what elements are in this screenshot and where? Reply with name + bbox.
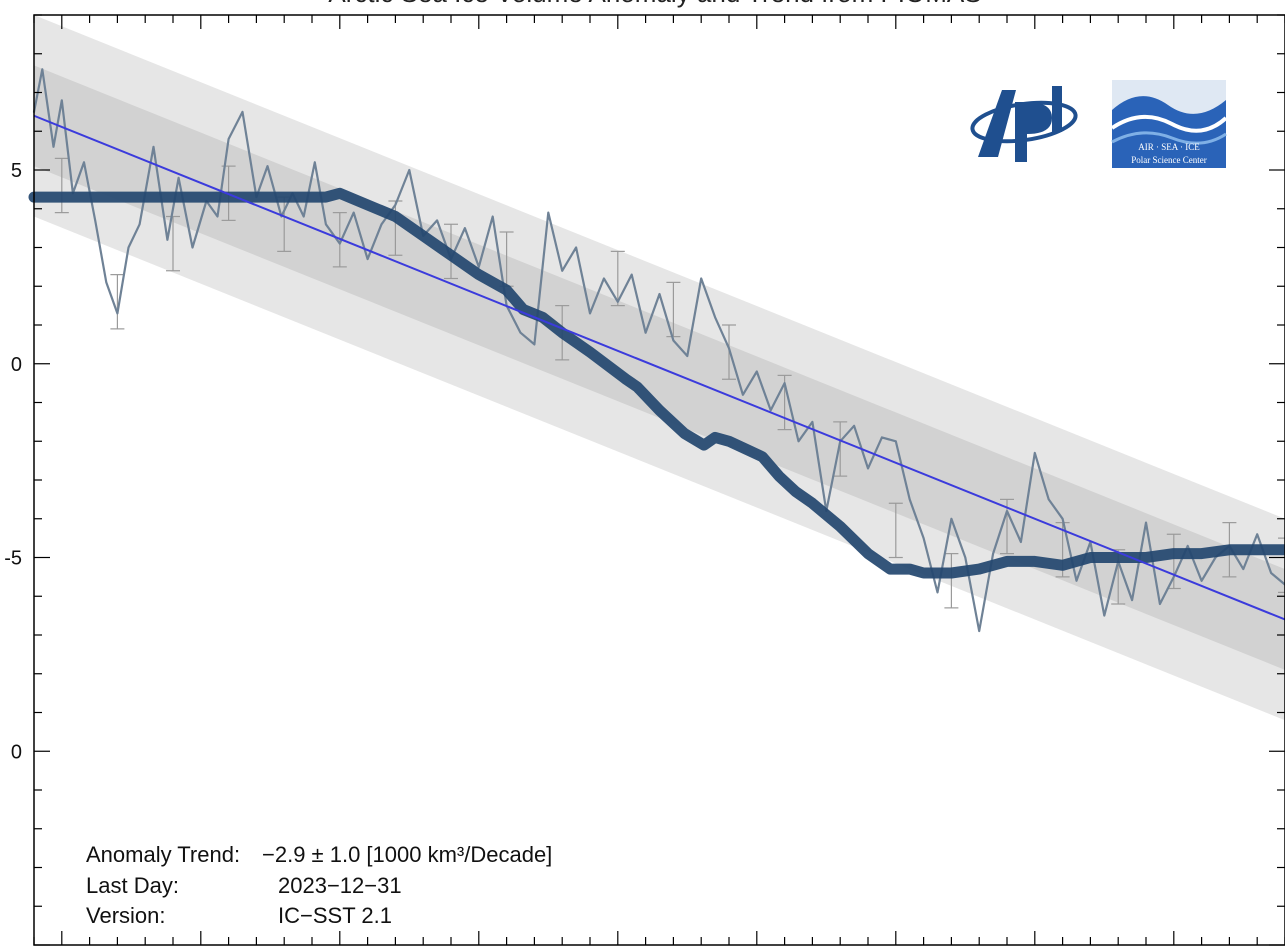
apl-logo: [970, 86, 1078, 162]
error-bar: [388, 200, 403, 256]
error-bar: [610, 250, 625, 307]
y-tick-label: 0: [11, 741, 22, 763]
version-label: Version:: [86, 903, 166, 928]
last-day-value: 2023−12−31: [278, 873, 402, 898]
annotation-block: Anomaly Trend: −2.9 ± 1.0 [1000 km³/Deca…: [86, 842, 552, 928]
last-day-label: Last Day:: [86, 873, 179, 898]
error-bar: [833, 421, 848, 477]
error-bar: [166, 215, 180, 272]
smoothed-anomaly-line: [28, 187, 1285, 579]
chart-title: Arctic Sea Ice Volume Anomaly and Trend …: [328, 0, 981, 8]
error-bar: [1166, 533, 1181, 590]
error-bar: [110, 274, 125, 330]
y-tick-label: 0: [11, 354, 22, 376]
y-tick-label: -5: [4, 548, 22, 570]
version-value: IC−SST 2.1: [278, 903, 392, 928]
error-bar: [888, 502, 903, 559]
polar-science-center-logo: AIR · SEA · ICE Polar Science Center: [1110, 80, 1228, 168]
error-bar: [54, 157, 69, 214]
psc-logo-text: Polar Science Center: [1131, 155, 1206, 165]
trend-value: −2.9 ± 1.0 [1000 km³/Decade]: [262, 842, 552, 867]
psc-logo-subtext: AIR · SEA · ICE: [1138, 142, 1200, 152]
error-bar: [666, 281, 681, 338]
x-axis-ticks: [33, 15, 1285, 945]
plot-area: [28, 15, 1285, 948]
error-bar: [1278, 537, 1285, 593]
y-axis-ticks: 5 0 -5 0: [4, 14, 1285, 946]
error-bar: [944, 553, 959, 609]
error-bars: [54, 157, 1285, 609]
daily-anomaly-line: [32, 68, 1285, 633]
data-series: [28, 68, 1285, 633]
trend-label: Anomaly Trend:: [86, 842, 240, 867]
trend-line: [33, 114, 1285, 621]
y-tick-label: 5: [11, 160, 22, 182]
